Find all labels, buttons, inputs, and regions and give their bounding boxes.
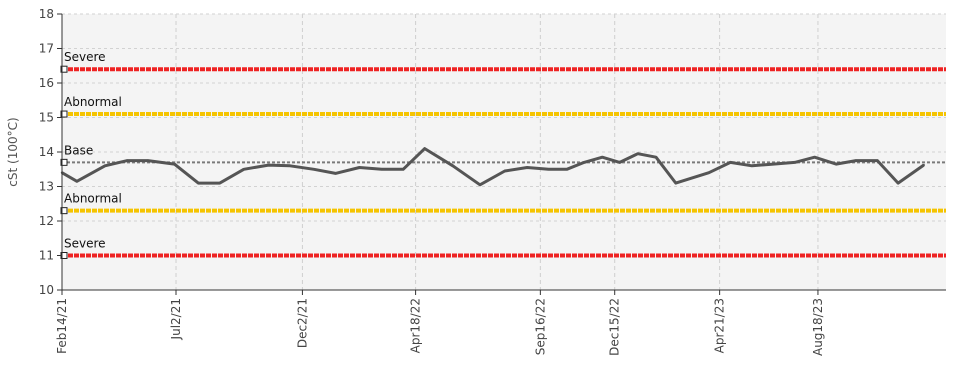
x-tick-label: Feb14/21 bbox=[55, 298, 69, 354]
y-tick-labels: 10 11 12 13 14 15 16 17 18 bbox=[39, 7, 62, 297]
y-tick-label: 16 bbox=[39, 76, 54, 90]
data-point bbox=[478, 183, 482, 186]
data-point bbox=[547, 168, 550, 171]
data-point bbox=[922, 163, 925, 167]
x-tick-label: Aug18/23 bbox=[811, 298, 825, 356]
data-point bbox=[334, 172, 337, 175]
data-point bbox=[126, 159, 129, 162]
data-point bbox=[636, 152, 640, 155]
data-point bbox=[423, 147, 426, 150]
y-tick-label: 17 bbox=[39, 42, 54, 56]
y-tick-label: 13 bbox=[39, 180, 54, 194]
data-point bbox=[267, 163, 270, 167]
data-point bbox=[565, 168, 568, 171]
series-layer bbox=[60, 147, 925, 187]
x-tick-label: Sep16/22 bbox=[533, 298, 547, 355]
limit-label-abnormal: Abnormal bbox=[64, 95, 122, 109]
data-point bbox=[525, 166, 529, 169]
data-point bbox=[654, 155, 658, 159]
data-point bbox=[451, 164, 454, 167]
data-point bbox=[103, 164, 107, 167]
y-tick-label: 15 bbox=[39, 111, 54, 125]
limit-label-severe: Severe bbox=[64, 50, 106, 64]
data-point bbox=[75, 180, 79, 183]
limit-label-severe: Severe bbox=[64, 237, 106, 251]
data-point bbox=[312, 168, 316, 171]
data-point bbox=[380, 168, 383, 171]
data-point bbox=[402, 168, 405, 171]
data-point bbox=[750, 164, 754, 167]
data-point bbox=[729, 161, 732, 164]
y-tick-label: 11 bbox=[39, 249, 54, 263]
y-tick-label: 18 bbox=[39, 7, 54, 21]
x-tick-label: Dec15/22 bbox=[608, 298, 622, 356]
x-tick-label: Apr18/22 bbox=[409, 298, 423, 353]
x-tick-labels: Feb14/21 Jul2/21 Dec2/21 Apr18/22 Sep16/22 De… bbox=[55, 290, 825, 356]
data-point bbox=[896, 181, 900, 185]
vertical-gridlines bbox=[175, 14, 819, 290]
limit-lines: Severe Abnormal Base Abnormal Severe bbox=[60, 50, 946, 259]
y-tick-label: 12 bbox=[39, 214, 54, 228]
y-tick-label: 14 bbox=[39, 145, 54, 159]
data-point bbox=[242, 168, 245, 171]
x-tick-label: Jul2/21 bbox=[169, 298, 183, 340]
data-point bbox=[146, 159, 150, 162]
data-point bbox=[674, 181, 678, 185]
data-point bbox=[288, 164, 292, 167]
y-tick-label: 10 bbox=[39, 283, 54, 297]
x-tick-label: Dec2/21 bbox=[295, 298, 309, 348]
limit-marker bbox=[60, 158, 68, 166]
data-point bbox=[707, 171, 711, 174]
data-point bbox=[772, 162, 775, 166]
limit-label-abnormal: Abnormal bbox=[64, 192, 122, 206]
data-point bbox=[793, 161, 797, 164]
data-point bbox=[218, 181, 221, 185]
data-point bbox=[173, 162, 176, 166]
limit-label-base: Base bbox=[64, 143, 93, 157]
limit-marker bbox=[60, 65, 68, 73]
limit-marker bbox=[60, 110, 68, 118]
data-point bbox=[834, 162, 838, 166]
data-point bbox=[358, 166, 361, 169]
data-point bbox=[601, 155, 604, 159]
data-point bbox=[582, 161, 586, 164]
data-point bbox=[618, 161, 621, 164]
data-point bbox=[197, 181, 200, 185]
limit-marker bbox=[60, 207, 68, 215]
plot-area bbox=[62, 14, 946, 290]
series-line bbox=[61, 147, 925, 187]
data-point bbox=[876, 159, 879, 162]
data-point bbox=[854, 159, 858, 162]
data-point bbox=[813, 155, 816, 159]
y-axis-label: cSt (100°C) bbox=[6, 117, 20, 186]
x-tick-label: Apr21/23 bbox=[713, 298, 727, 353]
data-point bbox=[503, 169, 507, 173]
